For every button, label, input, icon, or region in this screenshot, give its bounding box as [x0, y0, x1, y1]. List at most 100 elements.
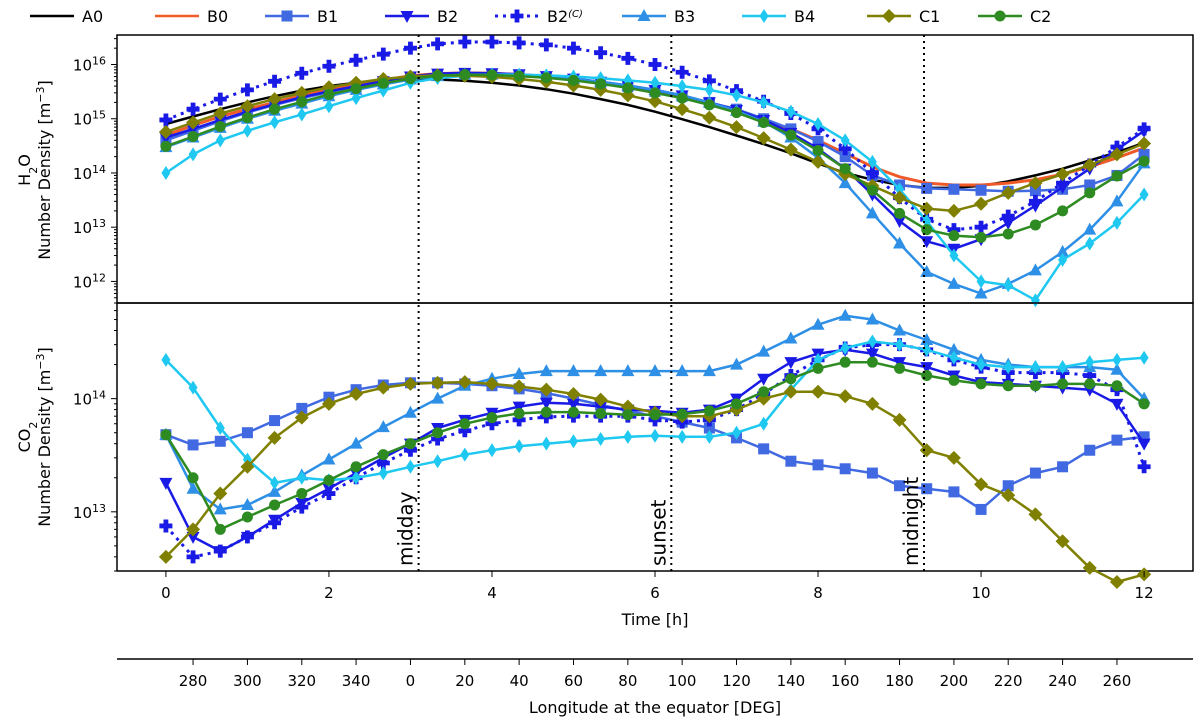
- longitude-tick-label: 120: [722, 672, 751, 690]
- co2-point-c2: [839, 356, 851, 368]
- co2-point-b1: [839, 463, 851, 475]
- h2o-point-b2c: [458, 35, 472, 49]
- co2-point-b2c: [485, 417, 499, 431]
- h2o-point-c2: [1057, 205, 1069, 217]
- co2-point-b2c: [403, 443, 417, 457]
- h2o-point-c2: [296, 96, 308, 108]
- legend-item-a0: A0: [30, 7, 103, 26]
- h2o-point-c2: [350, 83, 362, 95]
- co2-point-b2: [159, 477, 173, 490]
- legend-item-b3: B3: [622, 7, 695, 26]
- time-tick-label: 8: [813, 584, 823, 602]
- h2o-point-c1: [811, 154, 826, 169]
- co2-point-b4: [351, 470, 361, 485]
- legend-label-b1: B1: [317, 7, 338, 26]
- legend-label-c2: C2: [1030, 7, 1051, 26]
- co2-point-b3: [594, 364, 608, 377]
- longitude-tick-label: 160: [831, 672, 860, 690]
- h2o-point-c1: [756, 131, 771, 146]
- co2-point-c1: [430, 375, 445, 390]
- h2o-point-c1: [240, 99, 255, 114]
- h2o-point-b4: [677, 79, 687, 94]
- h2o-point-b4: [840, 133, 850, 148]
- legend-item-b2: B2: [385, 7, 458, 26]
- co2-point-b1: [812, 459, 824, 471]
- h2o-ylabel-species: H2O: [15, 154, 40, 186]
- co2-point-b4: [568, 434, 578, 449]
- sunset-label: sunset: [646, 500, 670, 566]
- time-x-axis: 0 2 4 6 8 10 12: [161, 571, 1154, 602]
- co2-point-b3: [675, 364, 689, 377]
- co2-point-b1: [758, 443, 770, 455]
- h2o-point-b2c: [1056, 176, 1070, 190]
- h2o-point-c2: [160, 140, 172, 152]
- co2-point-b2c: [512, 413, 526, 427]
- co2-point-b1: [241, 427, 253, 439]
- longitude-tick-label: 100: [668, 672, 697, 690]
- longitude-tick-label: 240: [1048, 672, 1077, 690]
- co2-point-b2c: [295, 500, 309, 514]
- h2o-point-c1: [729, 120, 744, 135]
- h2o-point-b2: [893, 216, 907, 229]
- co2-point-c2: [404, 438, 416, 450]
- longitude-tick-label: 180: [885, 672, 914, 690]
- h2o-point-b4: [949, 248, 959, 263]
- co2-point-b4: [215, 421, 225, 436]
- co2-point-b2c: [159, 519, 173, 533]
- co2-point-c1: [1001, 488, 1016, 503]
- longitude-xlabel: Longitude at the equator [DEG]: [529, 698, 781, 717]
- h2o-point-c2: [676, 92, 688, 104]
- longitude-tick-label: 340: [342, 672, 371, 690]
- longitude-tick-label: 60: [564, 672, 583, 690]
- h2o-ytick-label: 1012: [73, 271, 106, 292]
- h2o-point-c2: [595, 78, 607, 90]
- h2o-point-b2c: [865, 166, 879, 180]
- legend-label-c1: C1: [919, 7, 940, 26]
- co2-point-b3: [322, 452, 336, 465]
- h2o-point-c2: [1002, 228, 1014, 240]
- h2o-point-b2c: [240, 83, 254, 97]
- h2o-point-b1: [1138, 148, 1150, 160]
- co2-point-c2: [323, 474, 335, 486]
- h2o-point-c2: [785, 129, 797, 141]
- co2-point-b4: [840, 341, 850, 356]
- h2o-point-b2c: [322, 59, 336, 73]
- co2-point-b4: [433, 454, 443, 469]
- h2o-point-b2c: [1028, 194, 1042, 208]
- co2-point-c2: [703, 405, 715, 417]
- h2o-point-c2: [567, 74, 579, 86]
- h2o-point-c1: [675, 102, 690, 117]
- co2-point-b3: [539, 364, 553, 377]
- co2-point-b3: [1110, 362, 1124, 375]
- co2-point-b4: [188, 380, 198, 395]
- co2-point-b2: [865, 348, 879, 361]
- h2o-point-b3: [1083, 222, 1097, 235]
- co2-series-c2: [160, 356, 1150, 535]
- time-tick-label: 2: [324, 584, 334, 602]
- co2-point-b1: [1111, 434, 1123, 446]
- co2-point-c2: [269, 499, 281, 511]
- co2-point-c2: [540, 406, 552, 418]
- co2-point-b3: [621, 364, 635, 377]
- co2-point-c2: [187, 472, 199, 484]
- co2-point-c2: [894, 362, 906, 374]
- h2o-point-c2: [866, 184, 878, 196]
- co2-point-c1: [457, 375, 472, 390]
- h2o-point-b4: [759, 95, 769, 110]
- co2-point-c2: [1084, 378, 1096, 390]
- h2o-ytick-label: 1014: [73, 162, 106, 183]
- h2o-point-b2: [186, 123, 200, 136]
- co2-point-b1: [296, 402, 308, 414]
- co2-point-b2: [1137, 438, 1151, 451]
- co2-point-b4: [976, 357, 986, 372]
- h2o-point-b4: [813, 116, 823, 131]
- h2o-point-b3: [1028, 263, 1042, 276]
- co2-point-c2: [459, 418, 471, 430]
- h2o-point-b2c: [159, 113, 173, 127]
- legend-item-c2: C2: [978, 7, 1051, 26]
- h2o-point-b1: [812, 136, 824, 148]
- h2o-point-c1: [1055, 167, 1070, 182]
- h2o-point-c1: [1028, 176, 1043, 191]
- co2-point-b4: [1003, 360, 1013, 375]
